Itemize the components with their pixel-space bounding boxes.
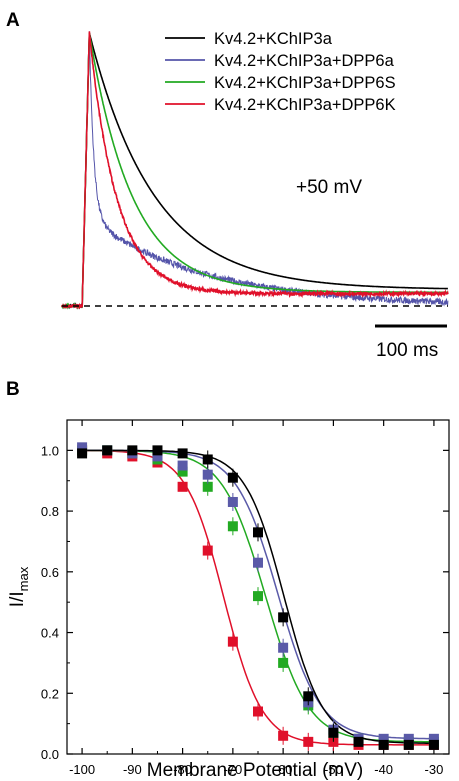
- data-point-series-4: [303, 691, 314, 702]
- y-tick-label: 0.2: [41, 686, 59, 701]
- fit-curve-4: [82, 449, 434, 744]
- data-point-series-1: [278, 730, 289, 741]
- legend-label: Kv4.2+KChIP3a+DPP6S: [214, 74, 396, 92]
- y-axis-label-sub: max: [16, 566, 31, 591]
- x-tick-label: -60: [274, 762, 293, 777]
- y-tick-label: 0.6: [41, 565, 59, 580]
- y-tick-label: 1.0: [41, 443, 59, 458]
- x-tick-label: -50: [324, 762, 343, 777]
- data-point-series-4: [378, 739, 389, 750]
- y-axis-label-main: I/I: [7, 591, 28, 607]
- data-point-series-4: [102, 445, 113, 456]
- data-point-series-1: [253, 706, 263, 717]
- scale-bar-label: 100 ms: [376, 340, 438, 361]
- data-point-series-4: [152, 445, 163, 456]
- y-tick-label: 0.8: [41, 504, 59, 519]
- data-point-series-3: [77, 442, 88, 453]
- panel-b-label: B: [6, 379, 20, 400]
- x-tick-label: -30: [425, 762, 444, 777]
- data-point-series-4: [403, 739, 414, 750]
- data-point-series-4: [428, 739, 439, 750]
- data-point-series-4: [353, 736, 364, 747]
- legend-label: Kv4.2+KChIP3a: [214, 30, 333, 48]
- y-axis-label: I/Imax: [7, 566, 31, 607]
- data-point-series-3: [428, 733, 439, 744]
- data-point-series-3: [253, 557, 263, 568]
- data-point-series-4: [77, 448, 88, 459]
- data-point-series-4: [278, 612, 289, 623]
- data-point-series-3: [152, 451, 163, 462]
- data-point-series-1: [303, 736, 314, 747]
- data-point-series-4: [202, 454, 213, 465]
- data-point-series-3: [278, 642, 289, 653]
- legend-label: Kv4.2+KChIP3a+DPP6K: [214, 96, 396, 114]
- data-point-series-2: [177, 466, 188, 477]
- data-point-series-1: [227, 636, 238, 647]
- data-point-series-3: [177, 460, 188, 471]
- data-point-series-4: [227, 472, 238, 483]
- data-point-series-2: [278, 657, 289, 668]
- y-tick-label: 0.4: [41, 626, 59, 641]
- panel-a-label: A: [6, 10, 20, 31]
- x-tick-label: -90: [123, 762, 142, 777]
- data-point-series-2: [253, 591, 263, 602]
- data-point-series-1: [177, 481, 188, 492]
- data-point-series-3: [227, 496, 238, 507]
- data-points: [77, 442, 439, 751]
- data-point-series-3: [378, 733, 389, 744]
- x-tick-label: -70: [223, 762, 242, 777]
- legend-label: Kv4.2+KChIP3a+DPP6a: [214, 52, 395, 70]
- voltage-annotation: +50 mV: [296, 177, 362, 198]
- data-point-series-4: [328, 727, 339, 738]
- data-point-series-2: [202, 481, 213, 492]
- axis-ticks: -100 -90 -80 -70 -60 -50 -40 -30 0.0 0.2 0.4 0.6 0.8…: [41, 419, 449, 777]
- trace-2: [61, 31, 449, 309]
- data-point-series-3: [403, 733, 414, 744]
- data-point-series-4: [253, 527, 263, 538]
- trace-4: [61, 31, 449, 310]
- x-tick-label: -40: [374, 762, 393, 777]
- x-tick-label: -80: [173, 762, 192, 777]
- trace-1: [61, 32, 448, 310]
- data-point-series-4: [127, 445, 138, 456]
- x-axis-label: Membrane Potential (mV): [147, 760, 363, 781]
- legend-a: Kv4.2+KChIP3a Kv4.2+KChIP3a+DPP6a Kv4.2+KC…: [165, 30, 396, 114]
- data-point-series-3: [202, 469, 213, 480]
- x-tick-label: -100: [69, 762, 95, 777]
- panel-a-traces: [61, 31, 449, 310]
- y-tick-label: 0.0: [41, 747, 59, 762]
- data-point-series-2: [227, 521, 238, 532]
- data-point-series-4: [177, 448, 188, 459]
- data-point-series-1: [328, 736, 339, 747]
- data-point-series-1: [202, 545, 213, 556]
